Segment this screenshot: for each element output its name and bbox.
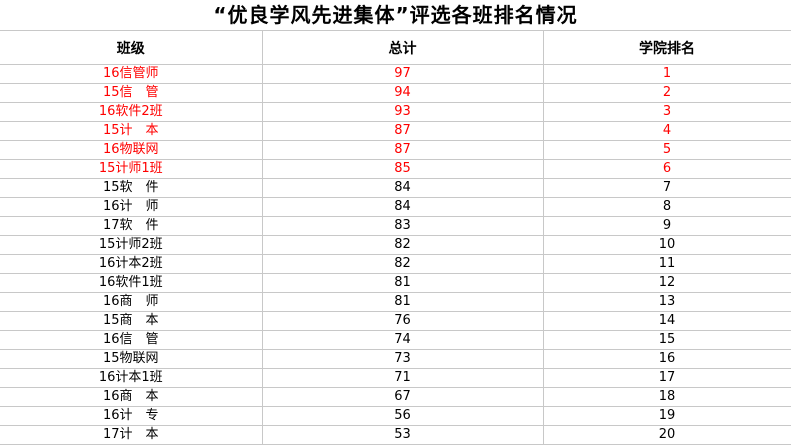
cell-rank[interactable]: 20: [543, 425, 791, 445]
table-row: 16计 专 56 19: [0, 406, 791, 426]
cell-class[interactable]: 17计 本: [0, 425, 263, 445]
cell-rank[interactable]: 4: [543, 121, 791, 141]
cell-rank[interactable]: 2: [543, 83, 791, 103]
header-row: 班级 总计 学院排名: [0, 31, 791, 65]
table-row: 16物联网 87 5: [0, 140, 791, 160]
cell-total[interactable]: 67: [262, 387, 544, 407]
cell-rank[interactable]: 18: [543, 387, 791, 407]
cell-class[interactable]: 15商 本: [0, 311, 263, 331]
ranking-table: 班级 总计 学院排名 16信管师 97 1 15信 管 94 2 16软件2班 93 3 15计 …: [0, 31, 791, 445]
cell-total[interactable]: 87: [262, 140, 544, 160]
cell-class[interactable]: 16计 师: [0, 197, 263, 217]
cell-class[interactable]: 16信管师: [0, 64, 263, 84]
cell-class[interactable]: 16商 师: [0, 292, 263, 312]
cell-class[interactable]: 15信 管: [0, 83, 263, 103]
cell-class[interactable]: 16软件1班: [0, 273, 263, 293]
cell-rank[interactable]: 1: [543, 64, 791, 84]
cell-class[interactable]: 16计本1班: [0, 368, 263, 388]
cell-rank[interactable]: 5: [543, 140, 791, 160]
table-row: 16信 管 74 15: [0, 330, 791, 350]
cell-rank[interactable]: 14: [543, 311, 791, 331]
table-row: 16计本1班 71 17: [0, 368, 791, 388]
cell-class[interactable]: 15软 件: [0, 178, 263, 198]
header-total[interactable]: 总计: [262, 31, 544, 65]
cell-rank[interactable]: 8: [543, 197, 791, 217]
cell-class[interactable]: 16商 本: [0, 387, 263, 407]
table-row: 16软件1班 81 12: [0, 273, 791, 293]
sheet-title: “优良学风先进集体”评选各班排名情况: [0, 0, 791, 31]
table-row: 15计师2班 82 10: [0, 235, 791, 255]
cell-rank[interactable]: 11: [543, 254, 791, 274]
cell-total[interactable]: 84: [262, 197, 544, 217]
cell-rank[interactable]: 15: [543, 330, 791, 350]
cell-total[interactable]: 93: [262, 102, 544, 122]
table-row: 16商 师 81 13: [0, 292, 791, 312]
table-row: 16软件2班 93 3: [0, 102, 791, 122]
cell-class[interactable]: 15计 本: [0, 121, 263, 141]
cell-rank[interactable]: 16: [543, 349, 791, 369]
header-class[interactable]: 班级: [0, 31, 263, 65]
cell-class[interactable]: 16计本2班: [0, 254, 263, 274]
table-row: 16计 师 84 8: [0, 197, 791, 217]
cell-class[interactable]: 15计师2班: [0, 235, 263, 255]
cell-rank[interactable]: 19: [543, 406, 791, 426]
cell-rank[interactable]: 13: [543, 292, 791, 312]
cell-total[interactable]: 94: [262, 83, 544, 103]
table-row: 17计 本 53 20: [0, 425, 791, 445]
cell-total[interactable]: 87: [262, 121, 544, 141]
cell-rank[interactable]: 9: [543, 216, 791, 236]
cell-total[interactable]: 56: [262, 406, 544, 426]
table-row: 15软 件 84 7: [0, 178, 791, 198]
cell-total[interactable]: 84: [262, 178, 544, 198]
cell-total[interactable]: 82: [262, 254, 544, 274]
cell-total[interactable]: 73: [262, 349, 544, 369]
cell-total[interactable]: 53: [262, 425, 544, 445]
cell-rank[interactable]: 17: [543, 368, 791, 388]
cell-total[interactable]: 76: [262, 311, 544, 331]
cell-class[interactable]: 16计 专: [0, 406, 263, 426]
cell-total[interactable]: 71: [262, 368, 544, 388]
cell-total[interactable]: 97: [262, 64, 544, 84]
cell-rank[interactable]: 7: [543, 178, 791, 198]
cell-rank[interactable]: 10: [543, 235, 791, 255]
cell-class[interactable]: 16物联网: [0, 140, 263, 160]
header-rank[interactable]: 学院排名: [543, 31, 791, 65]
cell-rank[interactable]: 12: [543, 273, 791, 293]
table-row: 16商 本 67 18: [0, 387, 791, 407]
cell-class[interactable]: 15计师1班: [0, 159, 263, 179]
table-row: 16信管师 97 1: [0, 64, 791, 84]
cell-class[interactable]: 15物联网: [0, 349, 263, 369]
table-row: 15物联网 73 16: [0, 349, 791, 369]
table-row: 15计 本 87 4: [0, 121, 791, 141]
cell-class[interactable]: 16软件2班: [0, 102, 263, 122]
cell-rank[interactable]: 6: [543, 159, 791, 179]
table-row: 15商 本 76 14: [0, 311, 791, 331]
cell-total[interactable]: 81: [262, 292, 544, 312]
table-row: 16计本2班 82 11: [0, 254, 791, 274]
cell-total[interactable]: 74: [262, 330, 544, 350]
cell-total[interactable]: 81: [262, 273, 544, 293]
cell-rank[interactable]: 3: [543, 102, 791, 122]
cell-class[interactable]: 16信 管: [0, 330, 263, 350]
cell-total[interactable]: 83: [262, 216, 544, 236]
cell-total[interactable]: 82: [262, 235, 544, 255]
table-row: 15信 管 94 2: [0, 83, 791, 103]
cell-class[interactable]: 17软 件: [0, 216, 263, 236]
table-row: 15计师1班 85 6: [0, 159, 791, 179]
cell-total[interactable]: 85: [262, 159, 544, 179]
table-row: 17软 件 83 9: [0, 216, 791, 236]
